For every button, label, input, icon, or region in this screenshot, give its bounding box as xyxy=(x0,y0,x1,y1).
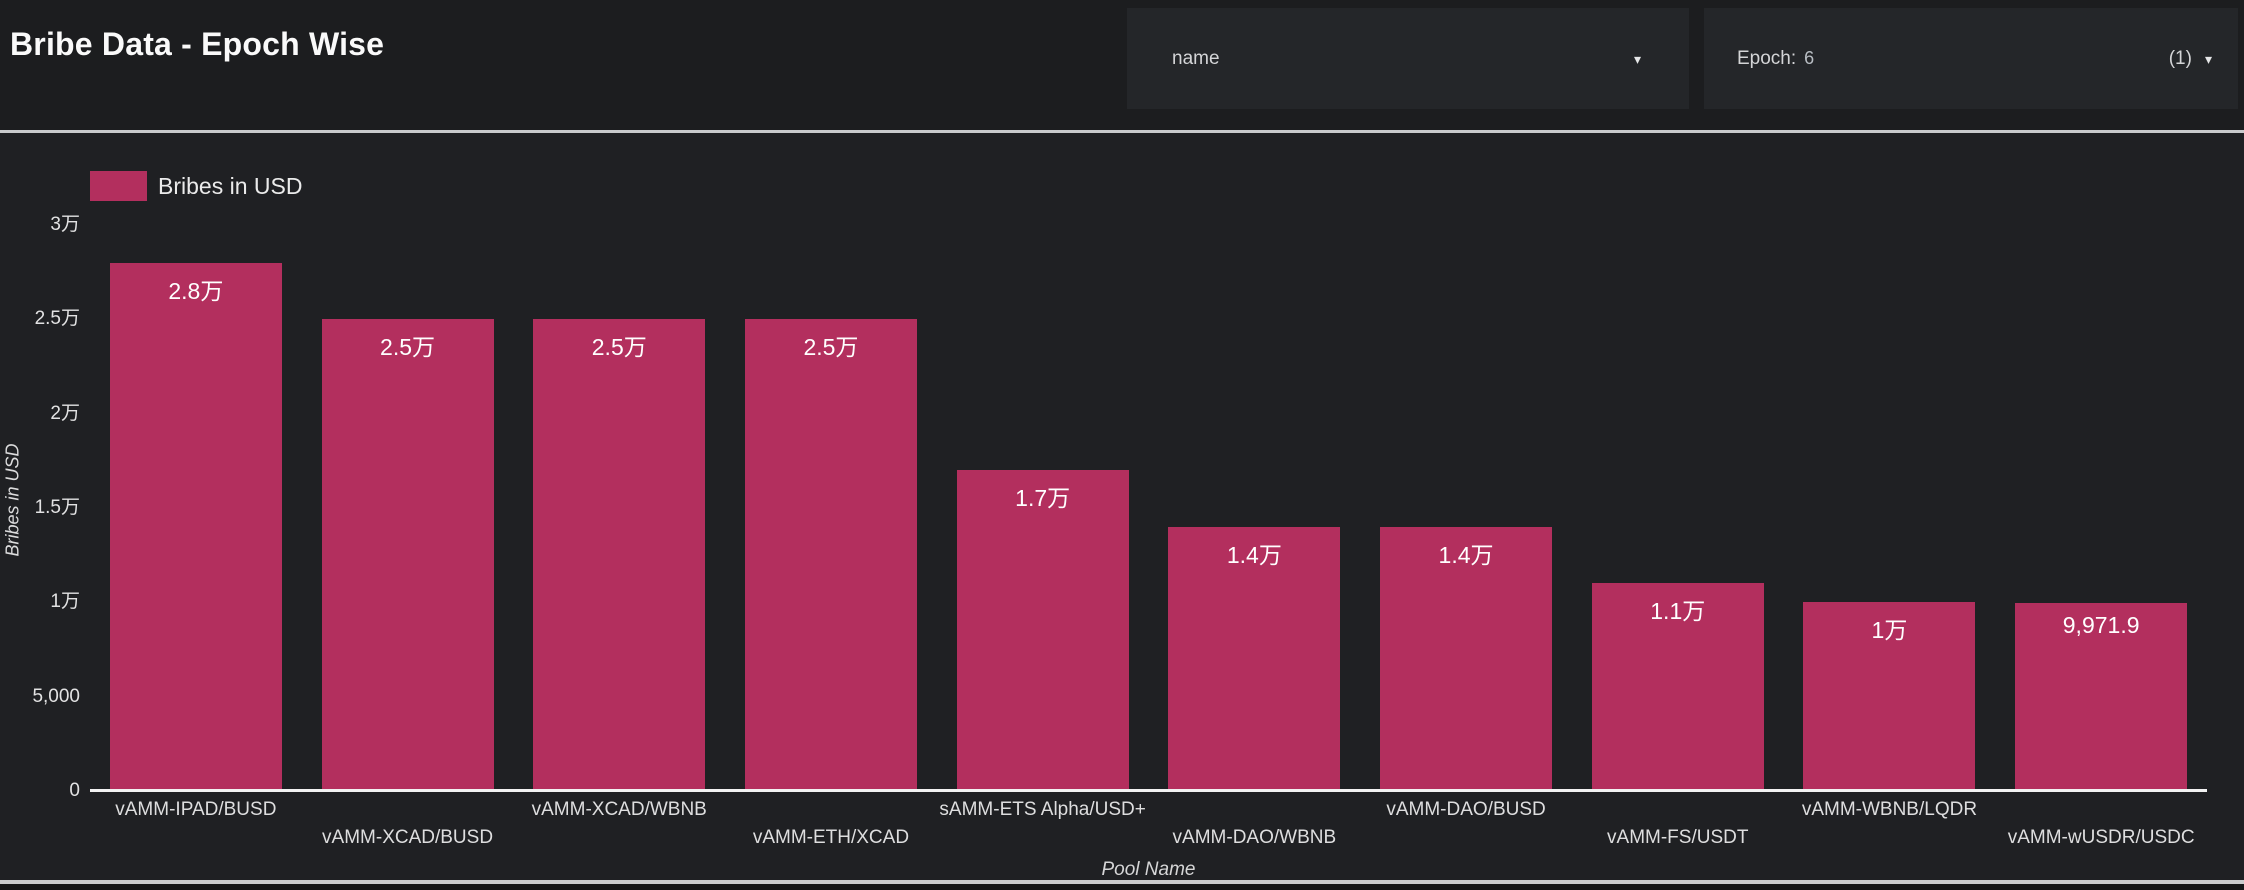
y-axis-tick-label: 5,000 xyxy=(32,685,80,707)
bar-value-label: 1.4万 xyxy=(1226,541,1282,568)
x-axis-tick-label: sAMM-ETS Alpha/USD+ xyxy=(939,799,1146,820)
bar[interactable] xyxy=(533,319,706,791)
epoch-label: Epoch: xyxy=(1737,47,1797,69)
epoch-selection: (1) ▾ xyxy=(2169,48,2212,70)
bar-value-label: 2.8万 xyxy=(168,277,224,304)
chevron-down-icon[interactable]: ▾ xyxy=(2204,50,2212,67)
bar-value-label: 9,971.9 xyxy=(2062,611,2140,638)
chart-panel: Bribes in USD Bribes in USD 3万 2.5万 2万 1.5万… xyxy=(0,133,2244,880)
bar[interactable] xyxy=(1591,583,1764,791)
bar-value-label: 2.5万 xyxy=(380,334,436,361)
bar-value-label: 1.4万 xyxy=(1438,541,1494,568)
y-axis-tick-label: 3万 xyxy=(50,214,80,235)
legend[interactable]: Bribes in USD xyxy=(90,171,302,201)
bar-value-label: 2.5万 xyxy=(803,334,859,361)
bar-value-label: 1万 xyxy=(1871,617,1908,644)
legend-label: Bribes in USD xyxy=(158,173,303,199)
y-axis-tick-label: 0 xyxy=(69,780,80,801)
header-divider xyxy=(0,130,2244,133)
x-axis-tick-label: vAMM-IPAD/BUSD xyxy=(115,799,277,820)
epoch-value: 6 xyxy=(1804,47,1815,68)
bar[interactable] xyxy=(109,262,282,791)
epoch-current: Epoch: 6 xyxy=(1737,48,1814,70)
bar[interactable] xyxy=(321,319,494,791)
sort-by-dropdown[interactable]: name ▾ xyxy=(1127,8,1689,109)
y-axis-tick-label: 1.5万 xyxy=(34,497,80,518)
x-axis-title: Pool Name xyxy=(1101,859,1196,880)
epoch-dropdown[interactable]: Epoch: 6 (1) ▾ xyxy=(1704,8,2238,109)
bar[interactable] xyxy=(744,319,917,791)
y-axis-tick-label: 2.5万 xyxy=(34,308,80,330)
sort-by-value: name xyxy=(1172,47,1220,69)
x-axis-tick-label: vAMM-DAO/BUSD xyxy=(1386,799,1546,820)
x-axis-line xyxy=(90,789,2207,792)
y-axis-tick-label: 1万 xyxy=(50,591,80,613)
x-axis-tick-label: vAMM-ETH/XCAD xyxy=(752,827,910,848)
x-axis-tick-label: vAMM-XCAD/WBNB xyxy=(531,799,707,820)
bar[interactable] xyxy=(1168,526,1341,791)
epoch-count-badge: (1) xyxy=(2168,47,2192,69)
below-panel-strip xyxy=(0,884,2244,890)
chevron-down-icon[interactable]: ▾ xyxy=(1633,50,1641,67)
legend-swatch[interactable] xyxy=(90,171,147,201)
x-axis-tick-label: vAMM-DAO/WBNB xyxy=(1172,827,1337,848)
header-bar: Bribe Data - Epoch Wise name ▾ Epoch: 6 … xyxy=(0,0,2244,130)
bar[interactable] xyxy=(1380,526,1553,791)
bar-value-label: 2.5万 xyxy=(591,334,647,361)
y-axis-tick-label: 2万 xyxy=(50,402,80,424)
page-title: Bribe Data - Epoch Wise xyxy=(10,26,385,62)
bar[interactable] xyxy=(956,470,1129,791)
bar-value-label: 1.7万 xyxy=(1015,485,1071,512)
bar[interactable] xyxy=(2015,602,2188,791)
x-axis-tick-label: vAMM-wUSDR/USDC xyxy=(2007,827,2195,848)
x-axis-tick-label: vAMM-WBNB/LQDR xyxy=(1801,799,1978,820)
bar-value-label: 1.1万 xyxy=(1650,598,1706,625)
x-axis-tick-label: vAMM-XCAD/BUSD xyxy=(322,827,494,848)
bottom-divider xyxy=(0,880,2244,884)
bar[interactable] xyxy=(1803,602,1976,791)
x-axis-tick-label: vAMM-FS/USDT xyxy=(1607,827,1749,848)
